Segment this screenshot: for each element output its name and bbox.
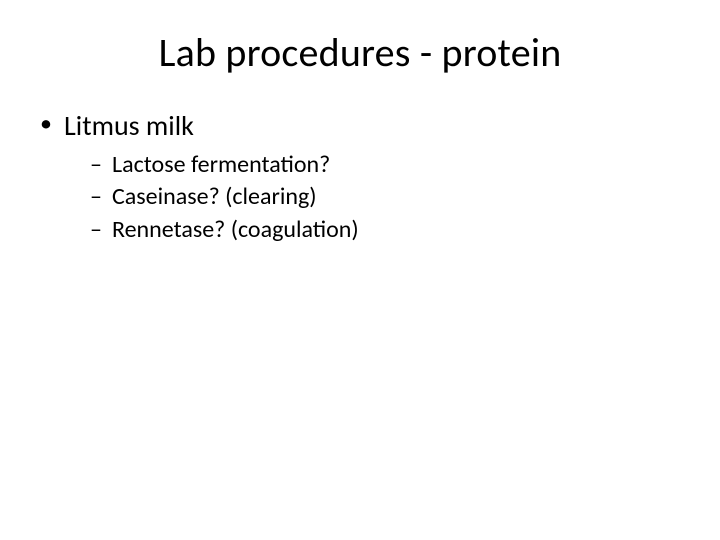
list-item: Lactose fermentation? [90, 149, 678, 181]
list-item-text: Caseinase? (clearing) [112, 182, 317, 211]
slide-title: Lab procedures - protein [0, 28, 720, 77]
list-item: Rennetase? (coagulation) [90, 214, 678, 246]
slide-body: Litmus milk Lactose fermentation? Casein… [38, 108, 678, 250]
list-item: Litmus milk Lactose fermentation? Casein… [38, 108, 678, 246]
list-item-text: Rennetase? (coagulation) [112, 215, 359, 244]
bullet-list-level2: Lactose fermentation? Caseinase? (cleari… [64, 149, 678, 246]
list-item-text: Litmus milk [64, 108, 194, 143]
list-item-text: Lactose fermentation? [112, 150, 330, 179]
slide: Lab procedures - protein Litmus milk Lac… [0, 0, 720, 540]
bullet-list-level1: Litmus milk Lactose fermentation? Casein… [38, 108, 678, 246]
list-item: Caseinase? (clearing) [90, 181, 678, 213]
